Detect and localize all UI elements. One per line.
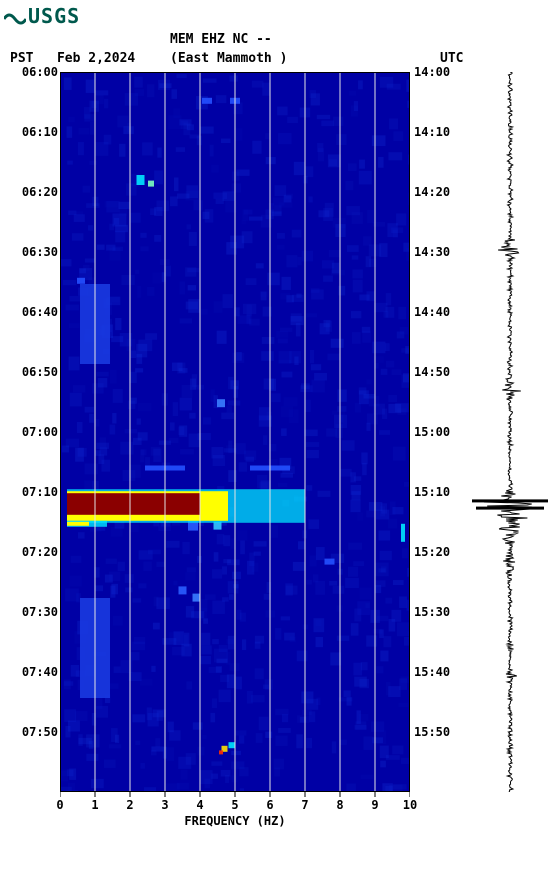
tz-right: UTC: [420, 51, 548, 66]
y-left-tick: 07:50: [4, 725, 58, 739]
y-right-tick: 15:00: [414, 425, 464, 439]
x-axis: 012345678910 FREQUENCY (HZ): [60, 792, 410, 832]
plot-area: 06:0006:1006:2006:3006:4006:5007:0007:10…: [4, 72, 548, 832]
y-right-tick: 14:00: [414, 65, 464, 79]
x-axis-label: FREQUENCY (HZ): [60, 814, 410, 828]
x-tick: 1: [91, 798, 98, 812]
y-right-tick: 15:50: [414, 725, 464, 739]
y-right-tick: 14:20: [414, 185, 464, 199]
x-tick: 10: [403, 798, 417, 812]
x-tick: 5: [231, 798, 238, 812]
y-left-tick: 07:40: [4, 665, 58, 679]
y-left-tick: 06:10: [4, 125, 58, 139]
usgs-logo: USGS: [4, 4, 548, 28]
y-axis-right: 14:0014:1014:2014:3014:4014:5015:0015:10…: [414, 72, 464, 792]
y-left-tick: 06:30: [4, 245, 58, 259]
x-tick: 3: [161, 798, 168, 812]
spectrogram: [60, 72, 410, 792]
x-tick: 6: [266, 798, 273, 812]
y-right-tick: 15:30: [414, 605, 464, 619]
y-right-tick: 14:10: [414, 125, 464, 139]
y-left-tick: 07:20: [4, 545, 58, 559]
x-tick: 2: [126, 798, 133, 812]
station-line1: MEM EHZ NC --: [170, 32, 420, 47]
title-line1: MEM EHZ NC --: [4, 32, 548, 47]
y-left-tick: 06:40: [4, 305, 58, 319]
y-right-tick: 15:20: [414, 545, 464, 559]
y-right-tick: 15:40: [414, 665, 464, 679]
x-tick: 8: [336, 798, 343, 812]
y-left-tick: 06:00: [4, 65, 58, 79]
logo-text: USGS: [28, 4, 80, 28]
waveform-trace: [472, 72, 548, 792]
date: Feb 2,2024: [57, 51, 135, 66]
x-tick: 7: [301, 798, 308, 812]
y-left-tick: 06:50: [4, 365, 58, 379]
x-tick: 9: [371, 798, 378, 812]
y-left-tick: 07:30: [4, 605, 58, 619]
y-right-tick: 14:50: [414, 365, 464, 379]
y-right-tick: 14:30: [414, 245, 464, 259]
x-tick: 0: [56, 798, 63, 812]
station-line2: (East Mammoth ): [170, 51, 420, 66]
y-right-tick: 15:10: [414, 485, 464, 499]
y-right-tick: 14:40: [414, 305, 464, 319]
title-line2: PST Feb 2,2024 (East Mammoth ) UTC: [4, 51, 548, 66]
y-axis-left: 06:0006:1006:2006:3006:4006:5007:0007:10…: [4, 72, 58, 792]
y-left-tick: 07:00: [4, 425, 58, 439]
y-left-tick: 06:20: [4, 185, 58, 199]
tz-left: PST: [10, 51, 33, 66]
x-tick: 4: [196, 798, 203, 812]
y-left-tick: 07:10: [4, 485, 58, 499]
